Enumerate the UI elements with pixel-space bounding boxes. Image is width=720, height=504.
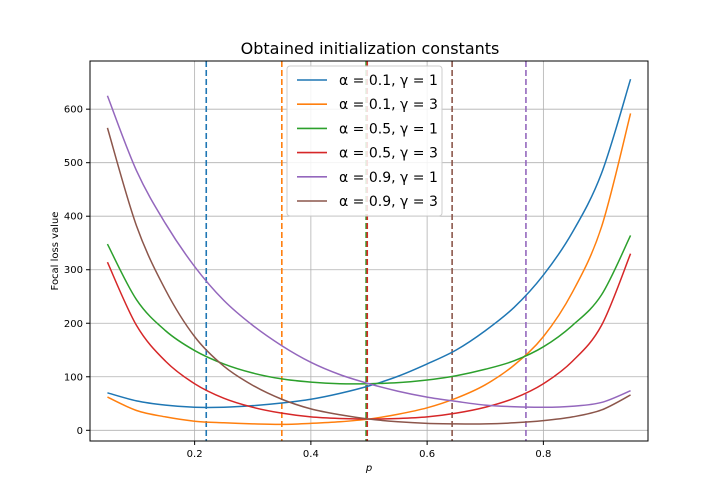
y-axis-ticks: 0 100 200 300 400 500 600 [64, 105, 90, 437]
series-line [106, 127, 631, 425]
x-axis-label: p [365, 463, 372, 474]
y-tick-label: 100 [64, 372, 83, 383]
series-line [107, 78, 632, 409]
y-tick-label: 500 [64, 158, 83, 169]
legend-label: α = 0.5, γ = 1 [339, 121, 438, 137]
plot-frame [89, 60, 649, 442]
y-tick-label: 600 [64, 105, 83, 116]
x-axis-ticks: 0.2 0.4 0.6 0.8 [187, 441, 551, 460]
x-tick-label: 0.6 [419, 449, 435, 460]
y-tick-label: 200 [64, 319, 83, 330]
series-line [106, 253, 632, 420]
y-axis-label: Focal loss value [50, 212, 61, 291]
legend-label: α = 0.1, γ = 3 [339, 97, 438, 113]
series-lines [106, 78, 632, 426]
legend-label: α = 0.1, γ = 1 [339, 73, 438, 89]
series-line [106, 95, 631, 409]
legend-label: α = 0.5, γ = 3 [339, 146, 438, 162]
legend-label: α = 0.9, γ = 3 [339, 194, 438, 210]
y-tick-label: 0 [77, 426, 83, 437]
series-line [106, 235, 632, 385]
y-tick-label: 400 [64, 212, 83, 223]
x-tick-label: 0.2 [187, 449, 203, 460]
chart-title: Obtained initialization constants [241, 39, 500, 58]
legend: α = 0.1, γ = 1 α = 0.1, γ = 3 α = 0.5, γ =… [286, 65, 443, 217]
legend-label: α = 0.9, γ = 1 [339, 170, 438, 186]
x-tick-label: 0.8 [535, 449, 551, 460]
y-tick-label: 300 [64, 265, 83, 276]
x-tick-label: 0.4 [303, 449, 319, 460]
